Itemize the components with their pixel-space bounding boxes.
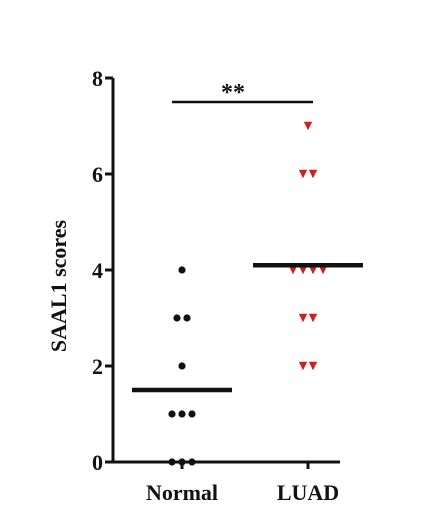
- y-tick-label: 2: [92, 354, 103, 379]
- data-point: [298, 361, 308, 371]
- data-point: [188, 458, 196, 466]
- axes: 0 2 4 6 8 Normal LUAD: [92, 66, 340, 505]
- y-tick-label: 8: [92, 66, 103, 91]
- data-point: [183, 314, 191, 322]
- data-point: [178, 362, 186, 370]
- data-marks: **: [132, 80, 363, 466]
- x-tick-label: Normal: [146, 480, 218, 505]
- data-point: [173, 314, 181, 322]
- data-point: [178, 458, 186, 466]
- data-point: [178, 266, 186, 274]
- data-point: [303, 121, 313, 131]
- data-point: [308, 169, 318, 179]
- y-tick-label: 0: [92, 450, 103, 475]
- data-point: [298, 265, 308, 275]
- y-tick-label: 6: [92, 162, 103, 187]
- data-point: [298, 169, 308, 179]
- data-point: [318, 265, 328, 275]
- data-point: [298, 313, 308, 323]
- data-point: [178, 410, 186, 418]
- data-point: [308, 265, 318, 275]
- data-point: [188, 410, 196, 418]
- data-point: [308, 361, 318, 371]
- data-point: [168, 458, 176, 466]
- data-point: [308, 313, 318, 323]
- data-point: [168, 410, 176, 418]
- x-tick-label: LUAD: [277, 480, 339, 505]
- y-tick-label: 4: [92, 258, 103, 283]
- data-point: [288, 265, 298, 275]
- significance-label: **: [221, 80, 245, 106]
- y-axis-label: SAAL1 scores: [46, 219, 71, 352]
